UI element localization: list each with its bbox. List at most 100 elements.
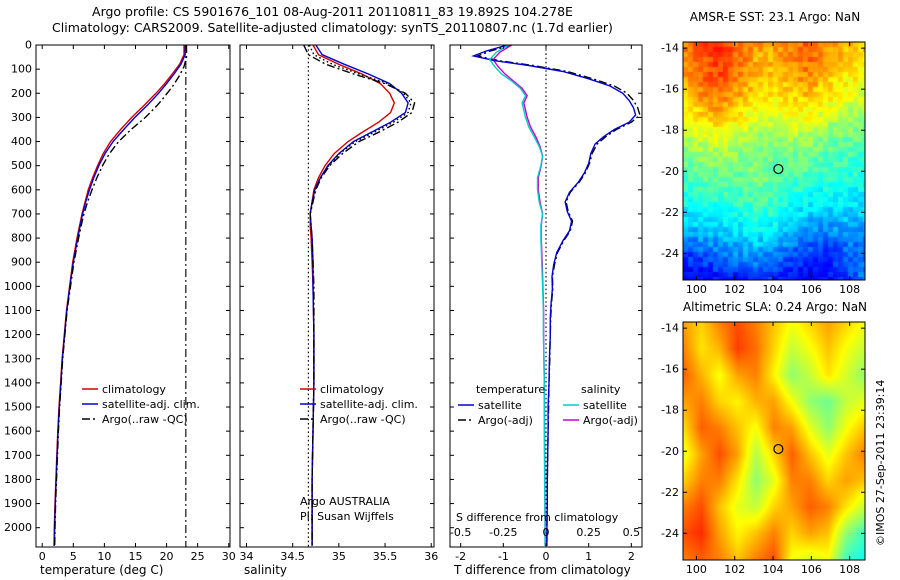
svg-text:108: 108 [839,563,860,576]
salinity_panel: 34 34.5 35 35.5 36 salinity Argo AUSTRALIA PI: … [239,44,438,577]
svg-text:-22: -22 [661,206,679,219]
svg-text:700: 700 [11,207,32,220]
svg-text:2000: 2000 [4,521,32,534]
svg-text:-0.5: -0.5 [450,526,471,539]
svg-text:34: 34 [239,550,253,563]
svg-text:-24: -24 [661,247,679,260]
svg-text:0: 0 [25,39,32,52]
svg-text:S difference from climatology: S difference from climatology [456,511,619,524]
svg-text:-16: -16 [661,363,679,376]
svg-text:-0.25: -0.25 [489,526,517,539]
svg-text:30: 30 [222,550,236,563]
svg-text:1800: 1800 [4,473,32,486]
sla-map-title: Altimetric SLA: 0.24 Argo: NaN [682,300,868,314]
svg-text:34.5: 34.5 [280,550,305,563]
svg-text:0.25: 0.25 [576,526,601,539]
svg-text:T difference from climatology: T difference from climatology [453,563,631,577]
svg-text:1: 1 [585,550,592,563]
svg-text:-16: -16 [661,83,679,96]
svg-text:400: 400 [11,135,32,148]
svg-text:1600: 1600 [4,425,32,438]
sst-heatmap-canvas [683,42,865,280]
svg-text:0: 0 [543,526,550,539]
svg-text:temperature: temperature [476,383,545,396]
series-t-satellite [471,45,637,546]
argo-position-marker [773,163,784,175]
svg-text:0.5: 0.5 [623,526,641,539]
svg-text:300: 300 [11,111,32,124]
svg-text:satellite-adj. clim.: satellite-adj. clim. [320,398,418,411]
svg-text:1900: 1900 [4,497,32,510]
svg-text:-20: -20 [661,445,679,458]
svg-text:25: 25 [191,550,205,563]
sla-heatmap-canvas [683,322,865,560]
svg-text:Argo AUSTRALIA: Argo AUSTRALIA [300,495,390,508]
svg-text:200: 200 [11,87,32,100]
svg-text:900: 900 [11,256,32,269]
svg-text:1700: 1700 [4,449,32,462]
svg-text:104: 104 [763,283,784,296]
svg-text:-2: -2 [455,550,466,563]
svg-text:-14: -14 [661,322,679,335]
svg-text:100: 100 [686,283,707,296]
svg-text:climatology: climatology [320,383,384,396]
svg-text:2: 2 [628,550,635,563]
svg-text:104: 104 [763,563,784,576]
sla_map-axes: 100 102 104 106 108 -14 -16 -18 -20 -22 -24 [661,321,866,576]
argo-position-marker [773,443,784,455]
svg-text:108: 108 [839,283,860,296]
svg-text:35.5: 35.5 [373,550,398,563]
svg-text:-18: -18 [661,124,679,137]
svg-text:100: 100 [686,563,707,576]
svg-text:-24: -24 [661,527,679,540]
figure-title-line1: Argo profile: CS 5901676_101 08-Aug-2011… [92,4,573,19]
svg-text:1400: 1400 [4,376,32,389]
series-adjusted-overlay [308,45,412,215]
svg-text:35: 35 [332,550,346,563]
svg-text:106: 106 [801,283,822,296]
svg-text:102: 102 [724,283,745,296]
difference_panel: -2 -1 0 1 2 -0.5 -0.25 0 0.25 0.5 S difference fro… [449,44,643,577]
svg-text:-18: -18 [661,404,679,417]
series-argo-raw-qc- [54,45,188,546]
svg-text:Argo(-adj): Argo(-adj) [478,414,533,427]
svg-text:1300: 1300 [4,352,32,365]
imos-watermark: ©IMOS 27-Sep-2011 23:39:14 [874,379,887,546]
series-s-satellite [488,45,546,546]
svg-text:500: 500 [11,159,32,172]
sst-map-title: AMSR-E SST: 23.1 Argo: NaN [689,10,861,24]
svg-text:0: 0 [543,550,550,563]
svg-text:-1: -1 [498,550,509,563]
svg-text:106: 106 [801,563,822,576]
temperature_panel: 0 5 10 15 20 25 300100200300400500600700800900… [4,39,236,578]
svg-text:600: 600 [11,183,32,196]
svg-text:1100: 1100 [4,304,32,317]
svg-text:102: 102 [724,563,745,576]
svg-text:-20: -20 [661,165,679,178]
sst_map-axes: 100 102 104 106 108 -14 -16 -18 -20 -22 -24 [661,41,866,296]
svg-text:1500: 1500 [4,401,32,414]
svg-text:15: 15 [128,550,142,563]
series-t-argo-adj- [475,45,641,546]
svg-text:satellite-adj. clim.: satellite-adj. clim. [102,398,200,411]
svg-text:salinity: salinity [244,563,287,577]
svg-text:temperature (deg C): temperature (deg C) [40,563,163,577]
series-argo-raw-qc- [303,45,416,546]
svg-text:36: 36 [424,550,438,563]
figure-title-line2: Climatology: CARS2009. Satellite-adjuste… [52,20,613,35]
svg-text:800: 800 [11,232,32,245]
svg-text:salinity: salinity [581,383,621,396]
svg-text:0: 0 [39,550,46,563]
svg-text:5: 5 [70,550,77,563]
svg-text:PI: Susan Wijffels: PI: Susan Wijffels [300,510,394,523]
svg-text:satellite: satellite [583,399,627,412]
svg-text:Argo(-adj): Argo(-adj) [583,414,638,427]
svg-text:climatology: climatology [102,383,166,396]
svg-text:satellite: satellite [478,399,522,412]
svg-text:1000: 1000 [4,280,32,293]
svg-text:100: 100 [11,63,32,76]
svg-text:20: 20 [160,550,174,563]
svg-text:-22: -22 [661,486,679,499]
